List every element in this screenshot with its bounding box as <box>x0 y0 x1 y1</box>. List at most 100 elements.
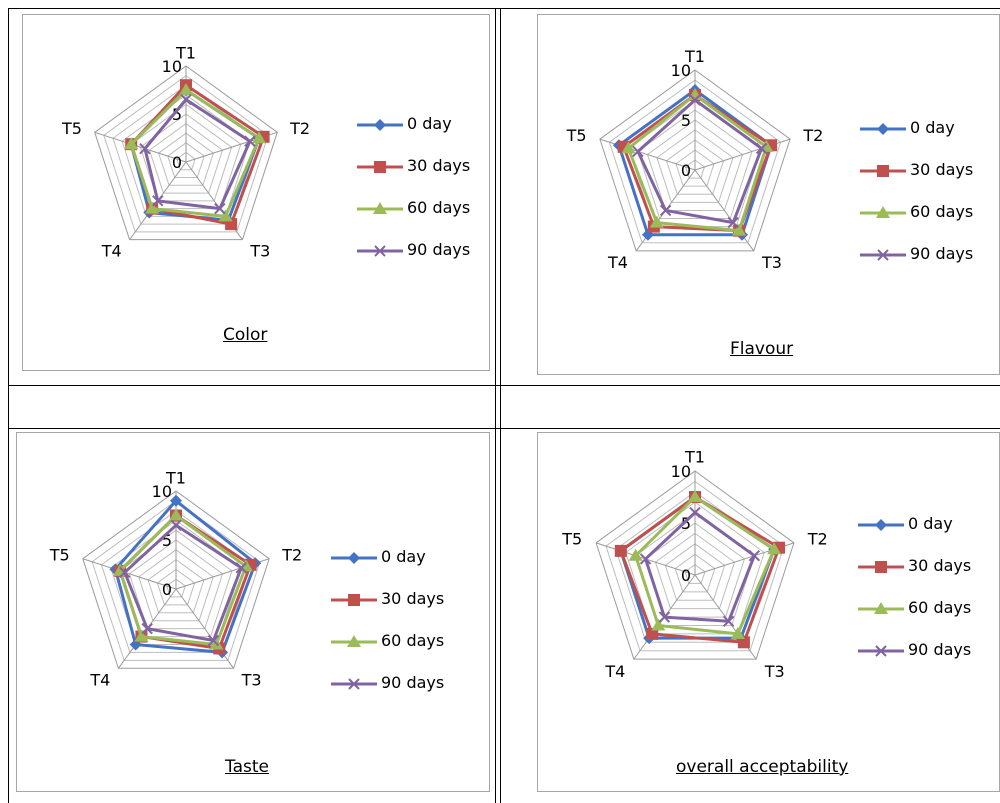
series-line <box>113 499 257 654</box>
series-line <box>143 98 252 211</box>
data-point <box>689 506 701 519</box>
radial-tick-label: 5 <box>681 514 691 533</box>
series-4 <box>119 519 247 647</box>
radial-tick-label: 5 <box>172 105 182 124</box>
legend-marker <box>875 561 887 573</box>
data-point <box>141 622 153 635</box>
series-line <box>619 495 781 644</box>
data-point <box>639 553 652 565</box>
data-point <box>235 562 247 574</box>
legend-swatch <box>860 206 906 218</box>
data-point <box>658 611 671 623</box>
data-point <box>170 519 182 532</box>
series-line <box>129 88 261 218</box>
category-label-t2: T2 <box>807 529 828 548</box>
series-line <box>626 93 768 233</box>
data-point <box>207 634 220 647</box>
table-border-left <box>8 8 9 803</box>
radial-tick-label: 0 <box>172 153 182 172</box>
legend-label: 30 days <box>908 556 972 575</box>
data-point <box>651 618 666 631</box>
category-label-t5: T5 <box>561 529 582 548</box>
legend-swatch <box>858 602 904 614</box>
category-label-t4: T4 <box>101 242 122 261</box>
table-row-divider-2 <box>8 428 1000 429</box>
radial-tick-label: 10 <box>671 462 691 481</box>
legend-label: 60 days <box>908 598 972 617</box>
legend-marker <box>348 678 360 690</box>
series-line <box>636 98 764 225</box>
legend-marker <box>347 635 361 647</box>
data-point <box>755 142 768 155</box>
data-point <box>621 141 636 154</box>
legend-swatch <box>858 645 904 657</box>
category-label-t3: T3 <box>241 670 262 689</box>
radial-tick-label: 0 <box>681 161 691 180</box>
category-label-t1: T1 <box>175 44 196 63</box>
data-point <box>767 542 782 555</box>
legend-label: 90 days <box>407 240 471 259</box>
category-label-t5: T5 <box>49 545 70 564</box>
data-point <box>244 135 256 147</box>
series-line <box>118 514 248 646</box>
category-label-t2: T2 <box>281 545 302 564</box>
radial-tick-label: 10 <box>671 61 691 80</box>
series-4 <box>139 93 256 215</box>
radar-plot-area: 10 5 0 T1 T2 T3 T4 T5 <box>49 468 302 689</box>
legend-label: 90 days <box>910 244 974 263</box>
category-label-t3: T3 <box>761 253 782 272</box>
series-line <box>634 495 776 636</box>
legend-swatch <box>357 119 403 131</box>
data-point <box>124 137 139 150</box>
category-label-t2: T2 <box>289 119 310 138</box>
series-3 <box>124 83 267 222</box>
legend: 0 day 30 days 60 days 90 days <box>355 114 485 259</box>
category-label-t3: T3 <box>249 242 270 261</box>
legend-swatch <box>357 245 403 257</box>
radial-tick-label: 5 <box>162 531 172 550</box>
radar-plot-area: 10 5 0 T1 T2 T3 T4 T5 <box>566 47 824 272</box>
data-point <box>737 636 750 649</box>
radial-tick-label: 0 <box>162 580 172 599</box>
category-label-t1: T1 <box>684 47 705 66</box>
radar-chart-overall-acceptability: 10 5 0 T1 T2 T3 T4 T5 0 day 30 days 60 days 90 day… <box>537 432 1000 792</box>
series-4 <box>639 506 761 627</box>
legend-label: 0 day <box>910 118 955 137</box>
radial-tick-label: 10 <box>162 57 182 76</box>
legend-label: 0 day <box>381 547 426 566</box>
legend-swatch <box>331 678 377 690</box>
legend-label: 90 days <box>908 640 972 659</box>
radar-plot-area: 10 5 0 T1 T2 T3 T4 T5 <box>561 447 828 680</box>
data-point <box>722 615 735 627</box>
chart-caption: Flavour <box>730 339 794 359</box>
legend-swatch <box>858 561 904 573</box>
legend-marker <box>374 161 386 173</box>
radar-chart-flavour: 10 5 0 T1 T2 T3 T4 T5 0 day 30 days 60 days 90 day… <box>537 14 1000 375</box>
data-point <box>180 93 192 106</box>
table-border-top <box>8 8 1000 9</box>
legend-marker <box>875 645 887 657</box>
legend-label: 30 days <box>407 156 471 175</box>
legend-label: 30 days <box>910 160 974 179</box>
legend-marker <box>374 245 386 257</box>
data-point <box>252 131 267 144</box>
data-point <box>632 145 644 158</box>
chart-caption: Color <box>223 325 268 345</box>
data-point <box>152 195 164 207</box>
chart-caption: Taste <box>225 757 269 777</box>
data-point <box>218 209 233 222</box>
data-point <box>119 566 131 579</box>
radar-spoke <box>94 131 187 163</box>
legend-label: 60 days <box>910 202 974 221</box>
category-label-t4: T4 <box>89 670 110 689</box>
data-point <box>179 83 193 95</box>
legend-label: 60 days <box>407 198 471 217</box>
chart-caption: overall acceptability <box>676 757 849 777</box>
data-point <box>727 216 739 229</box>
radial-tick-label: 5 <box>681 111 691 130</box>
legend-marker <box>348 552 360 564</box>
data-point <box>170 494 182 507</box>
legend: 0 day 30 days 60 days 90 days <box>856 514 996 659</box>
data-point <box>134 629 149 642</box>
